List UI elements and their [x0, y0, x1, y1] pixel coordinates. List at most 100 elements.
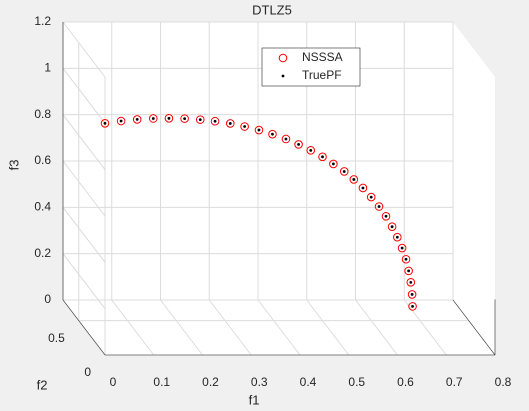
- point: [167, 116, 171, 120]
- chart-title: DTLZ5: [252, 2, 292, 17]
- point: [240, 122, 249, 131]
- point: [352, 178, 356, 181]
- point: [404, 266, 413, 276]
- point: [281, 134, 291, 144]
- point: [183, 117, 187, 121]
- point: [408, 302, 417, 311]
- z-tick-label: 0.8: [34, 107, 51, 121]
- point: [213, 119, 217, 123]
- point: [135, 118, 139, 121]
- point: [297, 143, 300, 146]
- z-tick-label: 0: [44, 292, 51, 306]
- y-tick-label: 0.5: [48, 331, 65, 345]
- z-tick-label: 0.4: [34, 200, 51, 214]
- grid-line: [62, 253, 106, 309]
- x-tick-label: 0.2: [202, 375, 219, 389]
- point: [151, 117, 155, 120]
- point: [329, 159, 338, 169]
- point: [331, 162, 335, 166]
- axis-edge: [62, 299, 106, 356]
- point: [100, 119, 110, 128]
- x-axis-label: f1: [249, 392, 260, 407]
- point: [103, 121, 107, 125]
- point: [349, 175, 359, 184]
- legend-label: NSSSA: [302, 50, 343, 64]
- axes-background: [63, 22, 495, 355]
- point: [318, 152, 327, 162]
- z-tick-label: 1.2: [34, 14, 51, 28]
- point: [387, 222, 397, 231]
- grid-line: [62, 114, 106, 170]
- point: [361, 186, 365, 190]
- point: [195, 115, 205, 124]
- point: [228, 122, 232, 125]
- y-tick-label: 0: [84, 365, 91, 379]
- grid-line: [257, 299, 301, 356]
- point: [393, 232, 402, 242]
- axis-edge: [452, 299, 496, 356]
- point: [400, 246, 404, 250]
- grid-line: [208, 299, 252, 356]
- point: [384, 214, 388, 218]
- point: [407, 269, 411, 273]
- z-tick-label: 0.6: [34, 153, 51, 167]
- point: [257, 128, 261, 132]
- grid-line: [62, 160, 106, 217]
- x-tick-label: 0.3: [251, 375, 268, 389]
- x-tick-label: 0.5: [348, 375, 365, 389]
- marks: [100, 114, 417, 311]
- point: [254, 125, 264, 135]
- grid-line: [306, 299, 350, 356]
- point: [342, 170, 346, 173]
- point: [411, 304, 414, 308]
- point: [180, 114, 189, 123]
- y-axis-label: f2: [37, 377, 48, 392]
- x-tick-label: 0.8: [495, 375, 512, 389]
- grid-line: [160, 299, 203, 356]
- point: [406, 278, 416, 287]
- grid-line: [111, 299, 155, 356]
- point: [390, 225, 394, 229]
- point: [404, 257, 408, 261]
- x-tick-label: 0.1: [153, 375, 170, 389]
- point: [268, 129, 277, 139]
- point: [271, 132, 274, 136]
- point: [321, 155, 324, 159]
- x-tick-label: 0.6: [397, 375, 414, 389]
- point: [281, 74, 285, 78]
- grid-line: [62, 207, 106, 263]
- point: [397, 243, 407, 253]
- grid-line: [403, 299, 447, 356]
- grid-line: [355, 299, 398, 356]
- point: [381, 211, 391, 221]
- point: [294, 140, 303, 149]
- point: [358, 183, 368, 193]
- point: [309, 148, 313, 152]
- point: [339, 167, 349, 176]
- point: [116, 116, 126, 126]
- point: [284, 137, 288, 141]
- legend: NSSSA TruePF: [261, 47, 361, 87]
- point: [132, 115, 142, 124]
- grid-line: [62, 21, 106, 78]
- point: [409, 280, 413, 284]
- point: [306, 146, 316, 155]
- point: [377, 205, 381, 208]
- point: [278, 53, 288, 63]
- point: [164, 114, 174, 123]
- point: [401, 254, 411, 264]
- point: [243, 125, 247, 128]
- grid-line: [62, 68, 106, 124]
- point: [210, 116, 220, 126]
- legend-box: [261, 47, 361, 87]
- z-tick-label: 0.2: [34, 246, 51, 260]
- point: [366, 192, 376, 202]
- x-tick-label: 0.7: [446, 375, 463, 389]
- point: [395, 235, 399, 239]
- legend-label: TruePF: [302, 68, 342, 82]
- z-axis-label: f3: [6, 160, 21, 171]
- point: [369, 195, 373, 199]
- x-tick-label: 0: [110, 375, 117, 389]
- z-tick-label: 1: [44, 61, 51, 75]
